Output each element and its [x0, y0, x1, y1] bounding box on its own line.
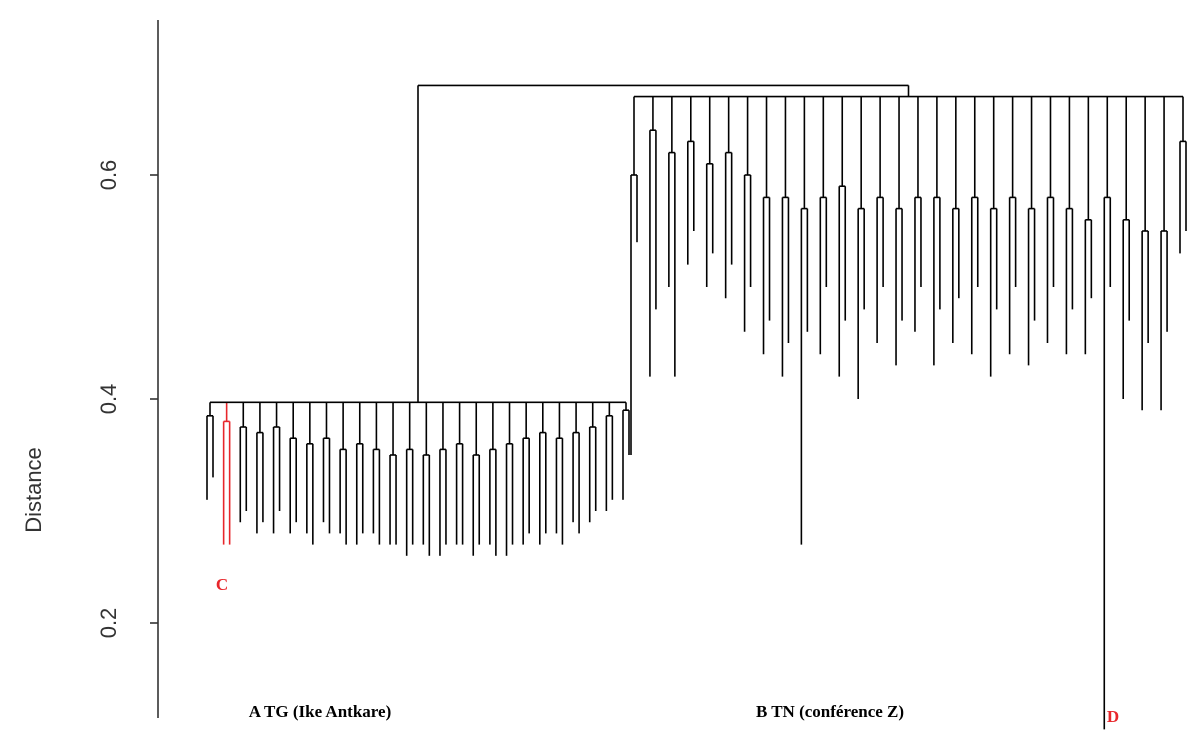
y-tick-label: 0.4	[96, 384, 121, 415]
y-tick-label: 0.6	[96, 160, 121, 191]
y-tick-label: 0.2	[96, 608, 121, 639]
annotation: D	[1107, 707, 1119, 726]
y-axis-label: Distance	[21, 447, 46, 533]
annotation: A TG (Ike Antkare)	[249, 702, 391, 721]
annotation: B TN (conférence Z)	[756, 702, 904, 721]
annotation: C	[216, 575, 228, 594]
